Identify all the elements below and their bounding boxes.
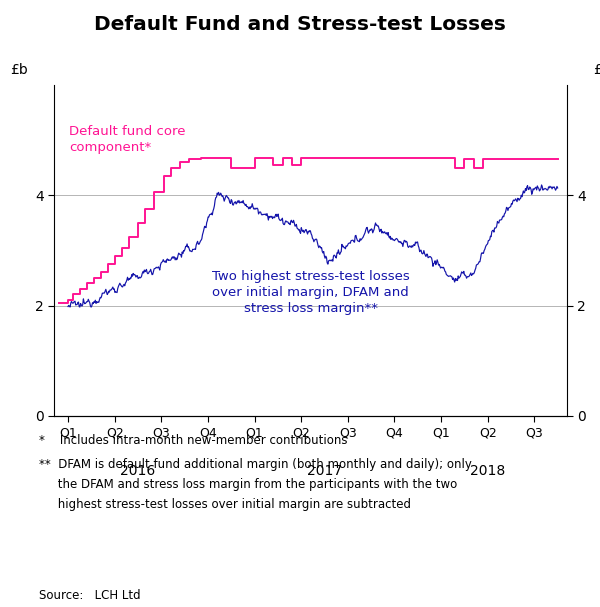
Text: Default Fund and Stress-test Losses: Default Fund and Stress-test Losses xyxy=(94,15,506,34)
Text: £b: £b xyxy=(10,63,28,76)
Text: the DFAM and stress loss margin from the participants with the two: the DFAM and stress loss margin from the… xyxy=(39,478,457,491)
Text: £b: £b xyxy=(593,63,600,76)
Text: 2018: 2018 xyxy=(470,464,505,478)
Text: 2017: 2017 xyxy=(307,464,342,478)
Text: Source:   LCH Ltd: Source: LCH Ltd xyxy=(39,589,140,602)
Text: highest stress-test losses over initial margin are subtracted: highest stress-test losses over initial … xyxy=(39,498,411,511)
Text: *    Includes intra-month new-member contributions: * Includes intra-month new-member contri… xyxy=(39,434,347,447)
Text: 2016: 2016 xyxy=(121,464,155,478)
Text: Default fund core
component*: Default fund core component* xyxy=(70,124,186,154)
Text: **  DFAM is default fund additional margin (both monthly and daily); only: ** DFAM is default fund additional margi… xyxy=(39,458,472,471)
Text: Two highest stress-test losses
over initial margin, DFAM and
stress loss margin*: Two highest stress-test losses over init… xyxy=(212,270,409,315)
